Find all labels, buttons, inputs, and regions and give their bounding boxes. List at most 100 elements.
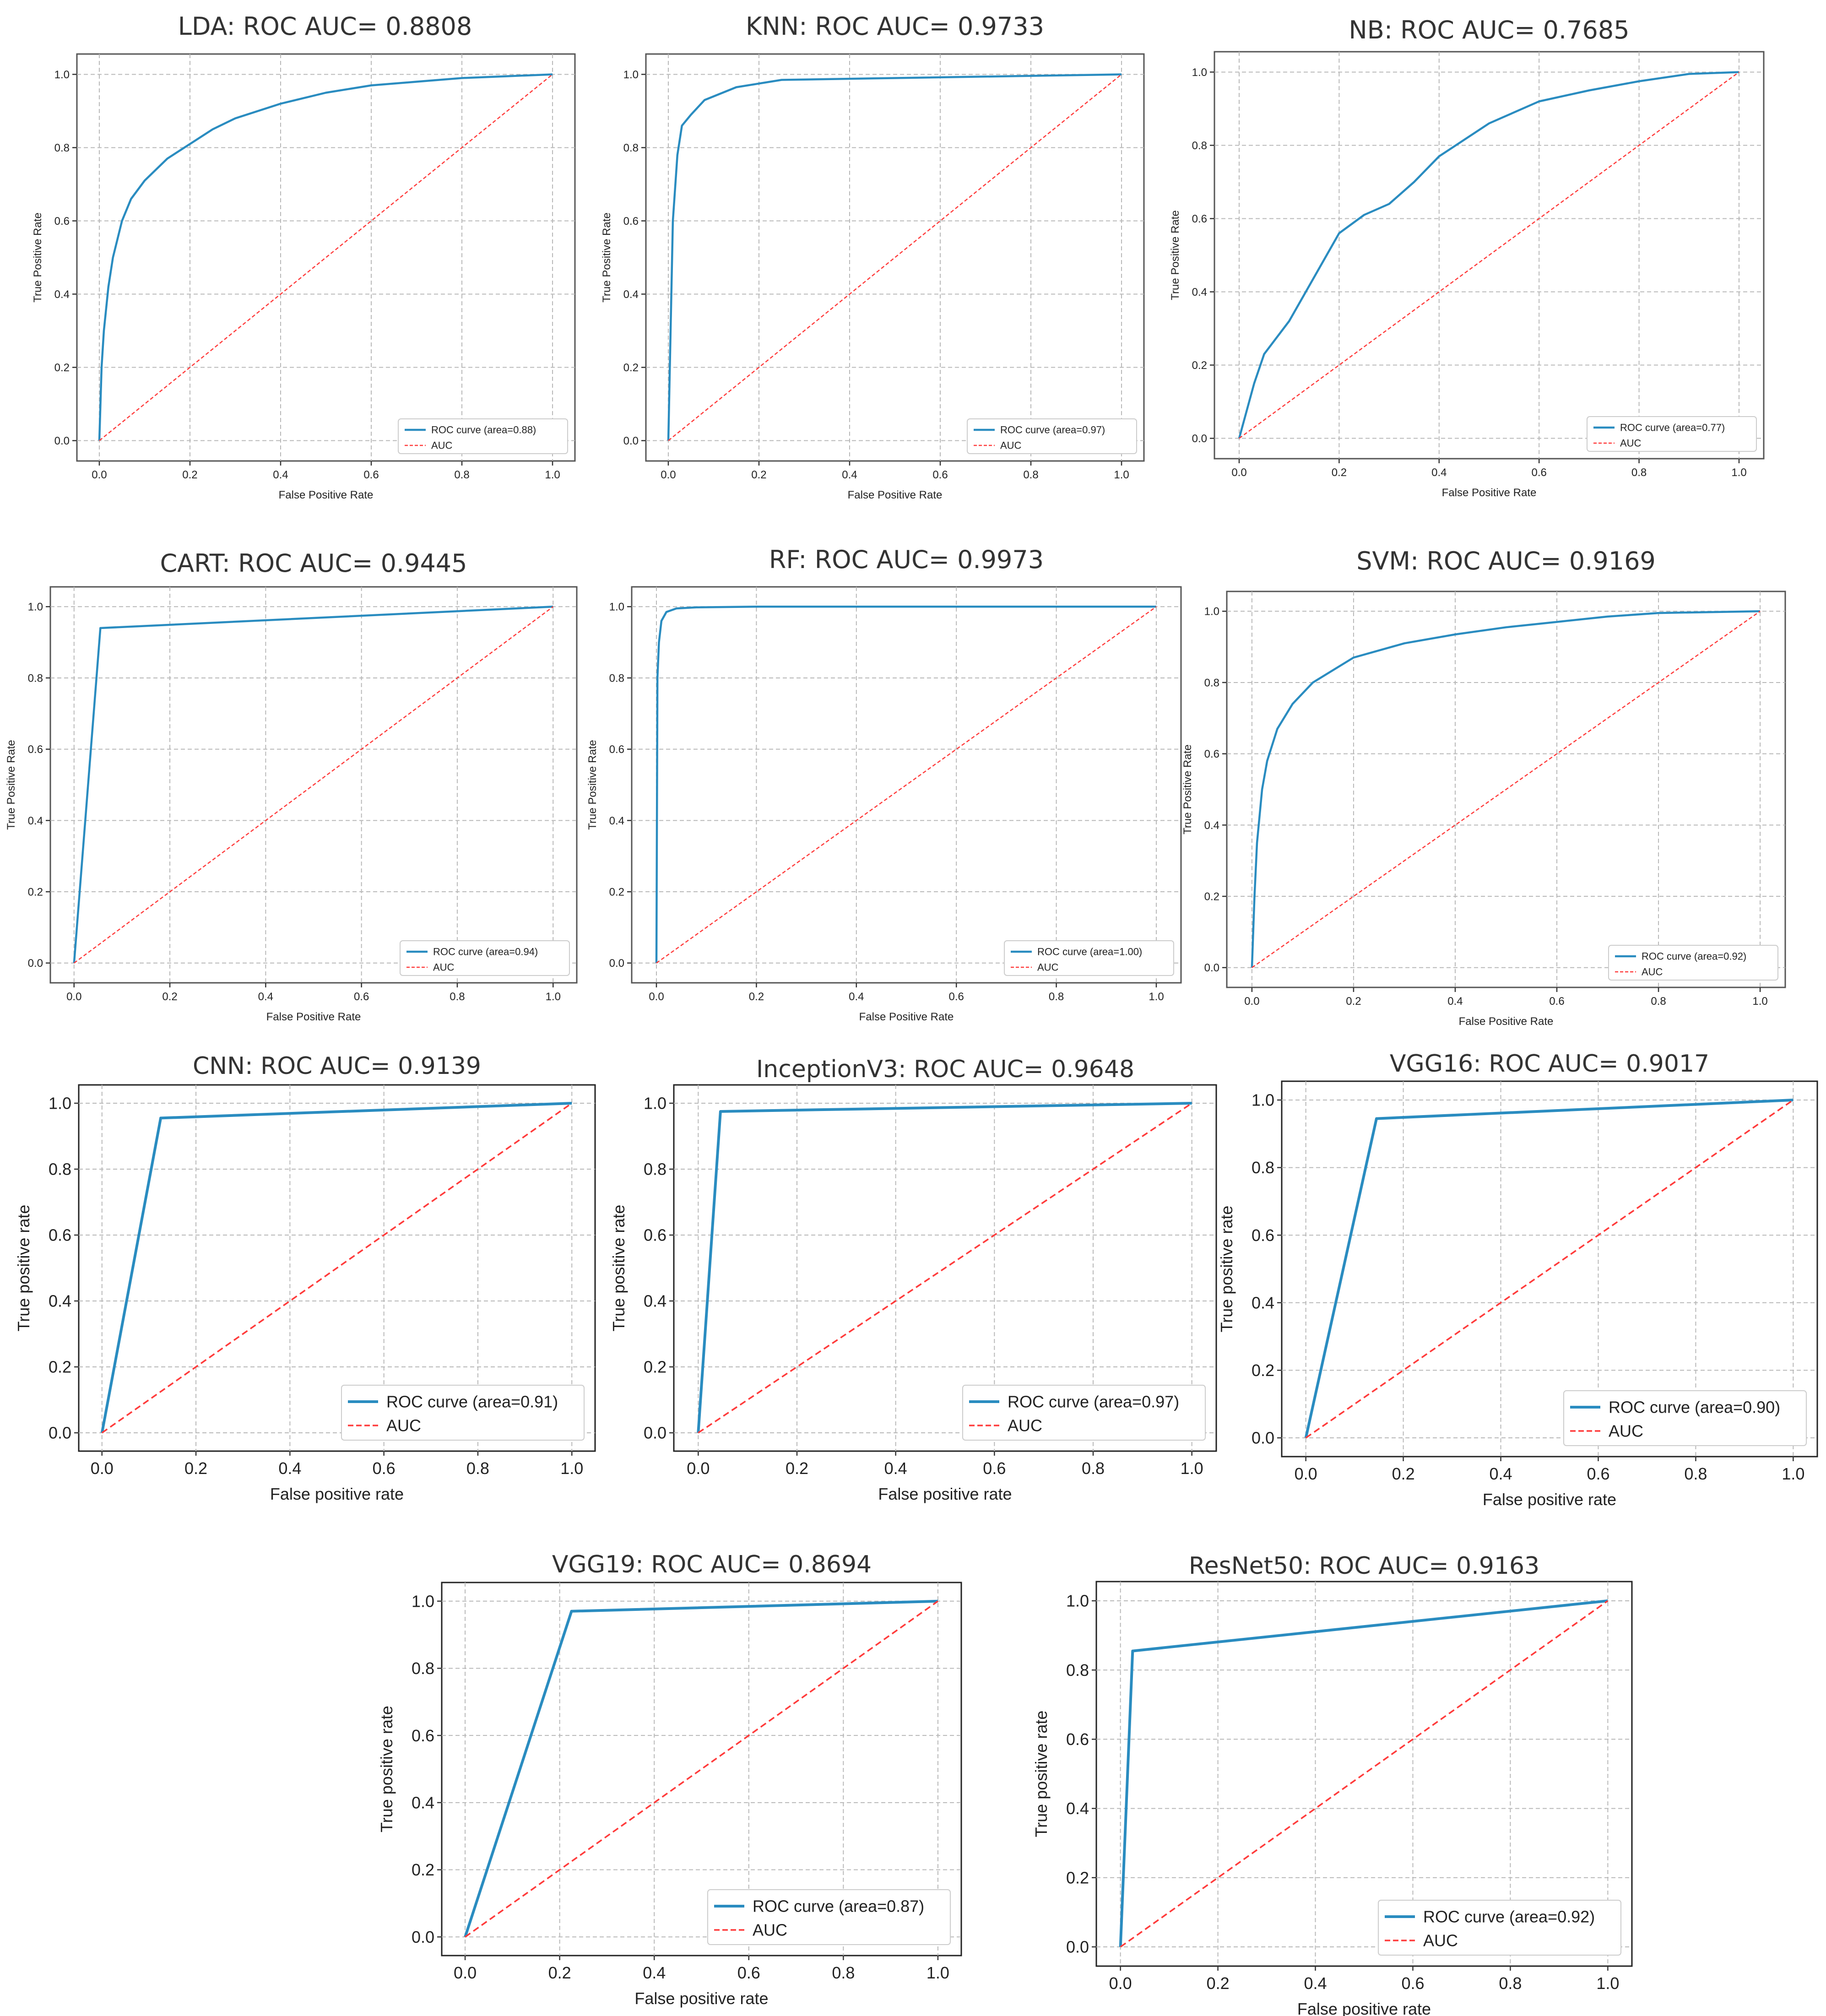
y-tick-label: 0.0 <box>28 957 43 970</box>
x-tick-label: 0.6 <box>354 991 369 1003</box>
x-tick-label: 0.0 <box>1231 466 1246 479</box>
x-tick-label: 0.2 <box>184 1459 207 1478</box>
roc-curve-line <box>1304 1099 1793 1438</box>
x-tick-label: 0.4 <box>842 469 857 481</box>
legend-box <box>1004 940 1174 976</box>
auc-diagonal-line <box>465 1600 938 1938</box>
y-axis-label: True Positive Rate <box>5 740 17 830</box>
y-tick-label: 0.8 <box>609 672 624 684</box>
y-tick-label: 0.2 <box>1252 1361 1274 1380</box>
y-tick-label: 0.2 <box>1066 1868 1089 1887</box>
x-tick-label: 0.4 <box>278 1459 301 1478</box>
x-tick-label: 0.8 <box>832 1963 855 1982</box>
x-tick-label: 0.6 <box>1401 1974 1424 1993</box>
y-tick-label: 0.2 <box>54 362 70 374</box>
y-tick-label: 1.0 <box>49 1094 71 1113</box>
x-tick-label: 0.2 <box>751 469 766 481</box>
plot-frame <box>76 53 576 462</box>
plot-frame <box>1226 591 1786 988</box>
x-tick-label: 0.0 <box>1295 1464 1317 1483</box>
roc-panel-7: CNN: ROC AUC= 0.9139 0.0 0.2 0.4 0.6 0.8 1.0 0.… <box>14 1052 596 1503</box>
panel-title: InceptionV3: ROC AUC= 0.9648 <box>756 1056 1134 1083</box>
y-axis-label: True positive rate <box>1217 1206 1236 1333</box>
x-tick-label: 0.2 <box>749 991 764 1003</box>
auc-diagonal-line <box>1305 1099 1794 1439</box>
y-tick-label: 0.4 <box>1192 286 1207 298</box>
x-tick-label: 0.0 <box>454 1963 477 1982</box>
legend-box <box>1608 945 1778 981</box>
legend-box <box>967 418 1137 454</box>
legend-label: AUC <box>1609 1422 1643 1441</box>
auc-diagonal-line <box>698 1102 1192 1434</box>
y-tick-label: 0.8 <box>1204 677 1219 689</box>
y-axis-label: True Positive Rate <box>1181 744 1194 835</box>
roc-panel-9: VGG16: ROC AUC= 0.9017 0.0 0.2 0.4 0.6 0.8 1.0… <box>1217 1050 1818 1509</box>
y-tick-label: 0.8 <box>28 672 43 684</box>
y-tick-label: 0.4 <box>412 1793 434 1812</box>
x-axis-label: False positive rate <box>878 1485 1012 1503</box>
y-tick-label: 0.0 <box>1204 962 1219 974</box>
y-tick-label: 0.2 <box>623 362 639 374</box>
y-tick-label: 0.0 <box>609 957 624 970</box>
plot-frame <box>645 53 1145 462</box>
x-axis-label: False positive rate <box>270 1485 404 1503</box>
roc-curve-line <box>98 73 553 441</box>
y-tick-label: 1.0 <box>54 69 70 81</box>
x-tick-label: 0.4 <box>1304 1974 1327 1993</box>
auc-diagonal-line <box>101 1102 573 1434</box>
y-axis-label: True positive rate <box>14 1205 33 1332</box>
x-tick-label: 0.8 <box>1651 995 1666 1008</box>
y-tick-label: 0.8 <box>54 142 70 154</box>
legend-label: ROC curve (area=0.77) <box>1620 422 1725 434</box>
y-tick-label: 0.4 <box>54 288 70 301</box>
x-axis-label: False positive rate <box>1483 1490 1616 1509</box>
x-tick-label: 0.0 <box>1109 1974 1132 1993</box>
panel-title: RF: ROC AUC= 0.9973 <box>769 545 1044 574</box>
legend-label: AUC <box>1037 962 1059 973</box>
roc-panel-10: VGG19: ROC AUC= 0.8694 0.0 0.2 0.4 0.6 0.8 1.0… <box>377 1551 962 2008</box>
x-tick-label: 1.0 <box>1782 1464 1804 1483</box>
panel-title: VGG19: ROC AUC= 0.8694 <box>552 1551 872 1578</box>
y-tick-label: 0.4 <box>644 1292 666 1311</box>
y-tick-label: 0.4 <box>609 815 624 827</box>
legend-label: AUC <box>1620 438 1642 449</box>
x-tick-label: 0.6 <box>1587 1464 1609 1483</box>
roc-panel-5: RF: ROC AUC= 0.9973 0.0 0.2 0.4 0.6 0.8 1.0 0.0… <box>586 545 1182 1023</box>
roc-panel-3: NB: ROC AUC= 0.7685 0.0 0.2 0.4 0.6 0.8 1.0 0.0… <box>1169 16 1765 499</box>
x-tick-label: 0.8 <box>1023 469 1038 481</box>
x-axis-label: False Positive Rate <box>859 1011 954 1023</box>
x-tick-label: 0.4 <box>643 1963 666 1982</box>
y-tick-label: 0.2 <box>1204 890 1219 903</box>
y-tick-label: 0.6 <box>644 1226 666 1245</box>
legend-box <box>398 418 568 454</box>
x-tick-label: 1.0 <box>1149 991 1164 1003</box>
y-axis-label: True positive rate <box>377 1706 396 1832</box>
x-tick-label: 0.2 <box>182 469 197 481</box>
x-axis-label: False Positive Rate <box>1459 1015 1554 1028</box>
y-tick-label: 1.0 <box>644 1094 666 1113</box>
legend-label: ROC curve (area=0.94) <box>433 946 538 958</box>
x-tick-label: 0.0 <box>649 991 664 1003</box>
roc-curve-line <box>1238 71 1739 439</box>
roc-panel-6: SVM: ROC AUC= 0.9169 0.0 0.2 0.4 0.6 0.8 1.0 0.… <box>1181 547 1786 1028</box>
y-axis-label: True Positive Rate <box>601 212 613 303</box>
y-tick-label: 0.0 <box>644 1424 666 1442</box>
x-tick-label: 0.8 <box>450 991 465 1003</box>
y-tick-label: 0.8 <box>49 1160 71 1179</box>
x-tick-label: 0.2 <box>1332 466 1347 479</box>
x-tick-label: 0.6 <box>1532 466 1547 479</box>
panel-title: CNN: ROC AUC= 0.9139 <box>193 1052 481 1080</box>
legend-label: AUC <box>753 1921 787 1940</box>
y-tick-label: 1.0 <box>623 69 639 81</box>
legend-label: ROC curve (area=0.90) <box>1609 1398 1780 1417</box>
y-tick-label: 0.6 <box>1204 748 1219 760</box>
x-tick-label: 1.0 <box>1731 466 1746 479</box>
legend-label: ROC curve (area=0.97) <box>1008 1393 1179 1411</box>
auc-diagonal-line <box>99 74 553 441</box>
x-tick-label: 0.8 <box>466 1459 489 1478</box>
y-tick-label: 0.2 <box>412 1860 434 1879</box>
x-tick-label: 1.0 <box>545 469 560 481</box>
x-tick-label: 0.4 <box>258 991 273 1003</box>
legend-label: AUC <box>1642 966 1663 978</box>
